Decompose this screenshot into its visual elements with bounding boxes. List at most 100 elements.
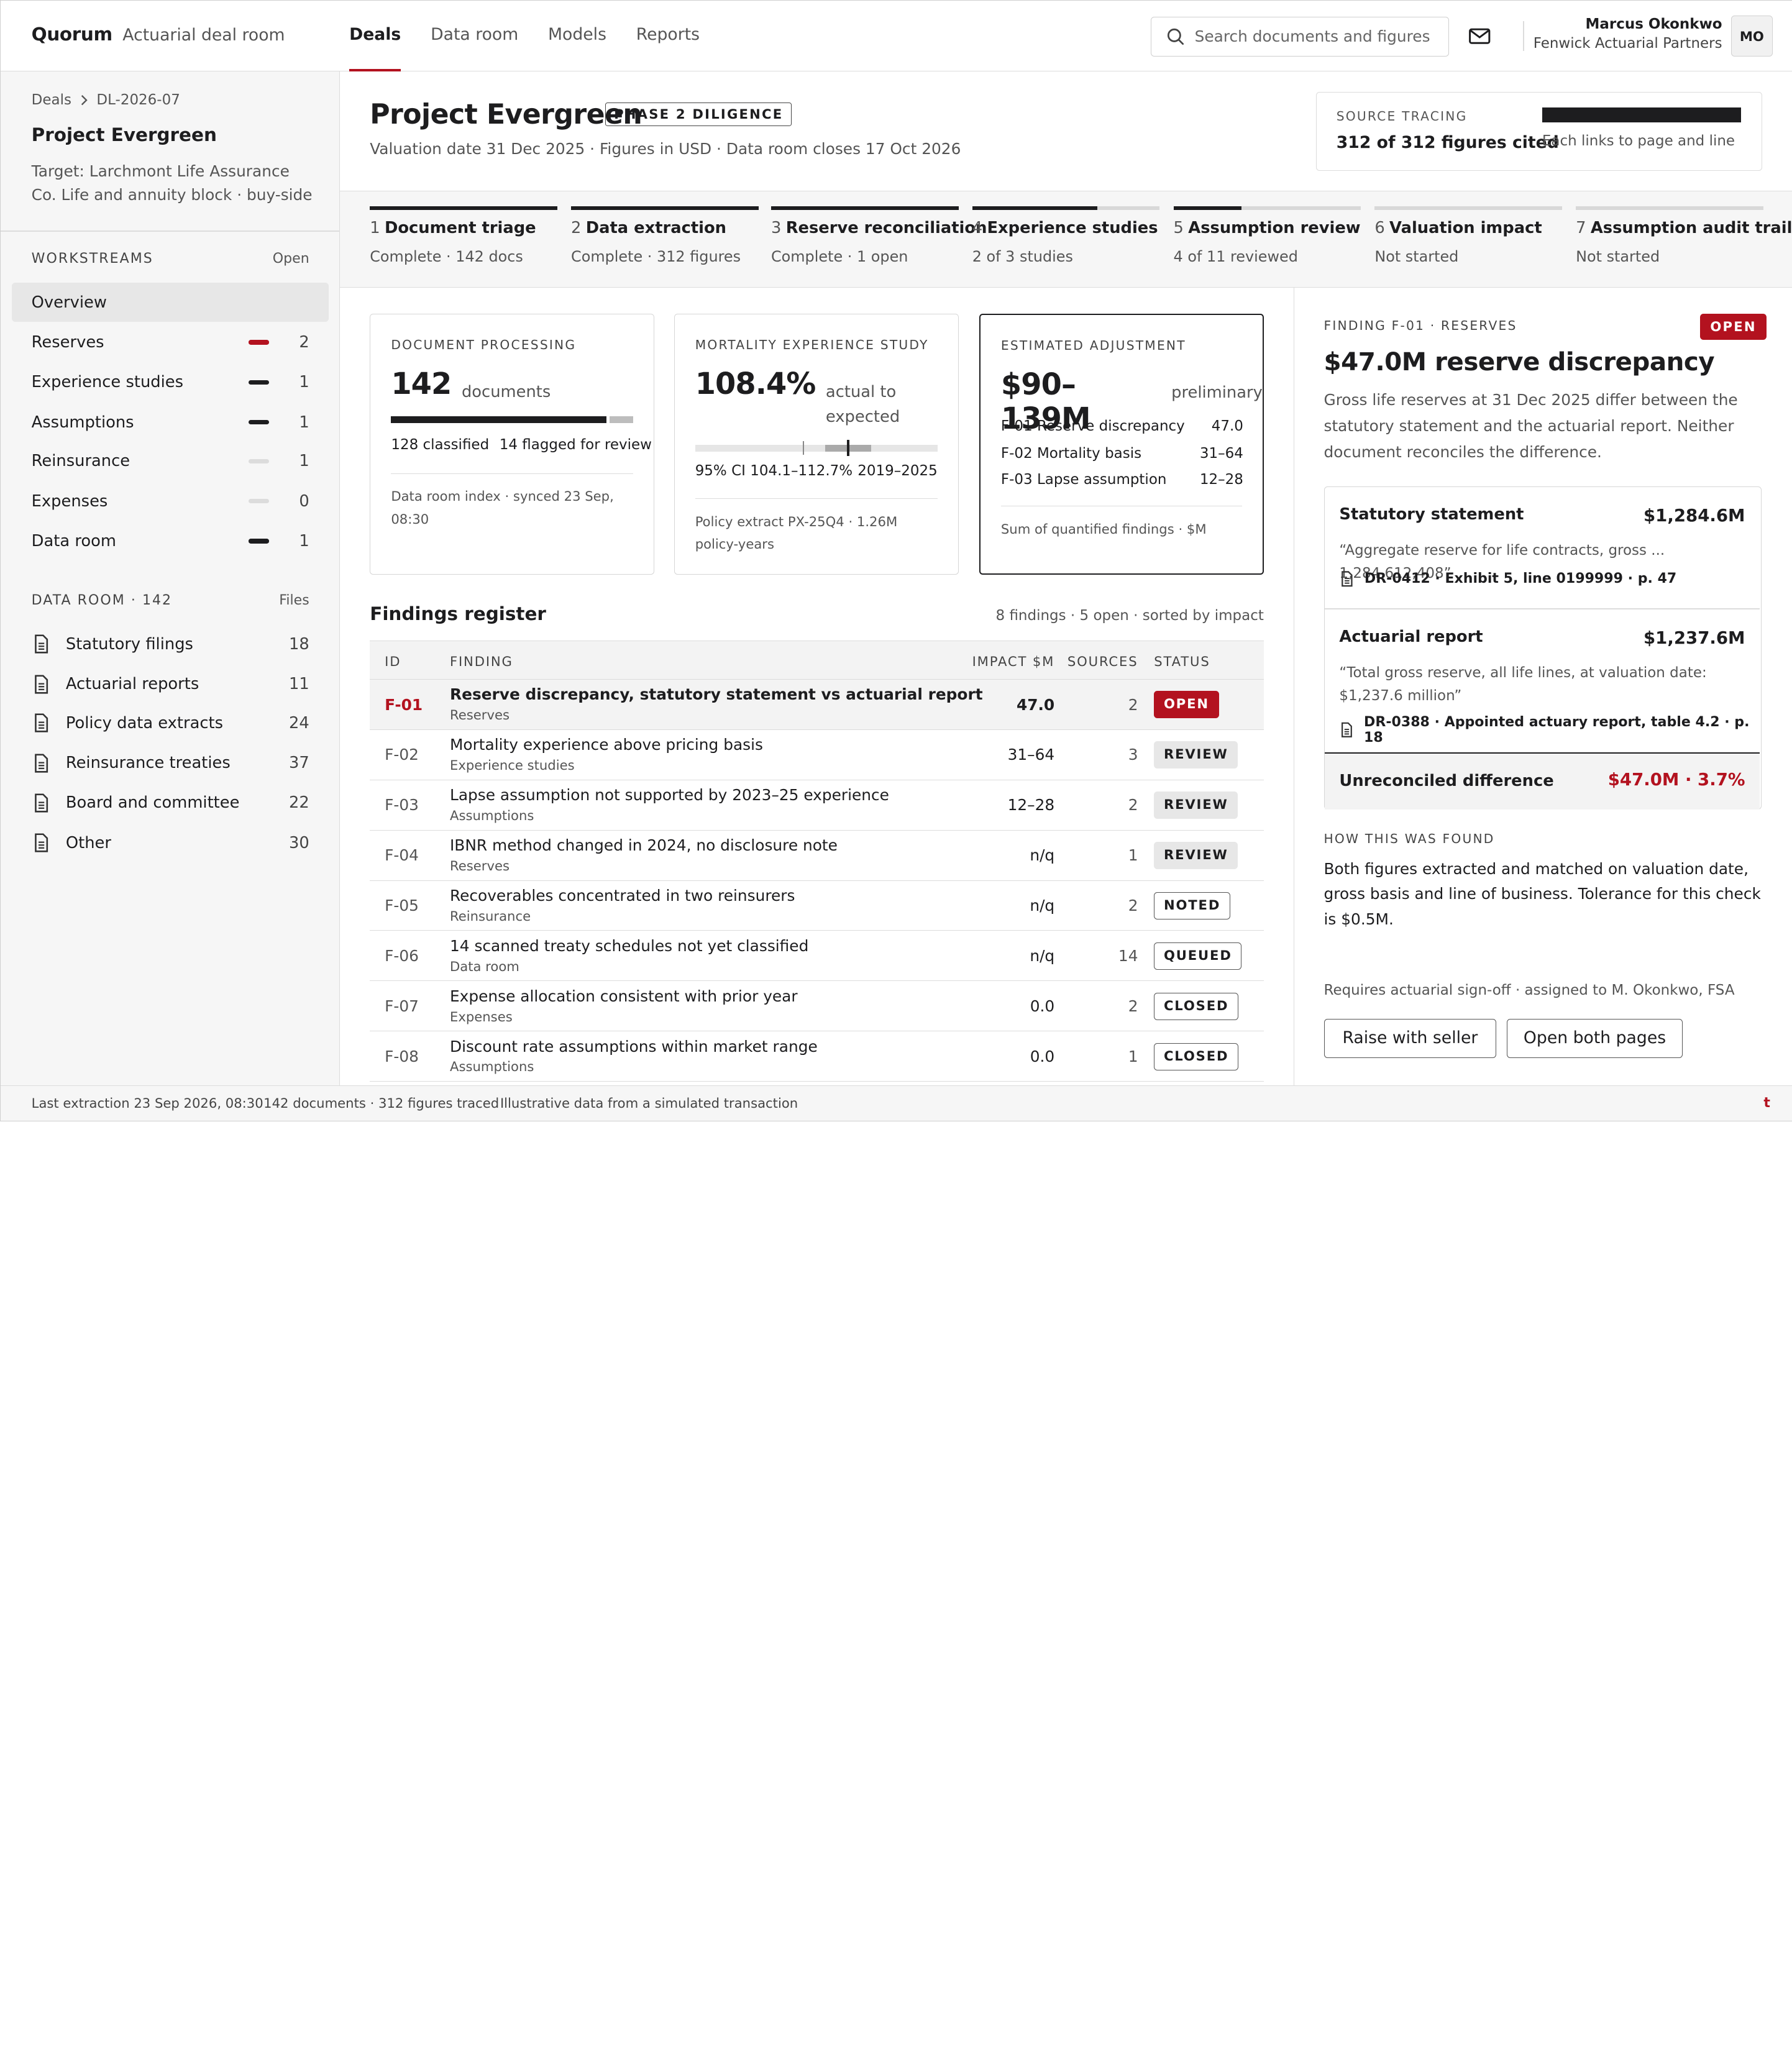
step-name: 7 Assumption audit trail <box>1576 219 1792 237</box>
nav-models[interactable]: Models <box>548 25 606 44</box>
source-reference-link[interactable]: DR-0412 · Exhibit 5, line 0199999 · p. 4… <box>1339 570 1676 588</box>
dataroom-header: DATA ROOM · 142 Files <box>32 593 309 608</box>
step-assumption-audit-trail[interactable]: 7 Assumption audit trail Not started <box>1576 206 1792 265</box>
nav-data-room[interactable]: Data room <box>431 25 519 44</box>
status-indicator <box>249 458 270 464</box>
raise-with-seller-button[interactable]: Raise with seller <box>1323 1019 1497 1058</box>
step-valuation-impact[interactable]: 6 Valuation impact Not started <box>1374 206 1563 265</box>
step-progress-track <box>370 206 557 210</box>
document-icon <box>34 675 48 694</box>
detail-label: FINDING F-01 · RESERVES <box>1323 318 1517 334</box>
sidebar-item-expenses[interactable]: Expenses 0 <box>12 481 329 521</box>
step-assumption-review[interactable]: 5 Assumption review 4 of 11 reviewed <box>1173 206 1361 265</box>
dataroom-item-policy-data-extracts[interactable]: Policy data extracts 24 <box>32 706 309 740</box>
workstreams-open-link[interactable]: Open <box>272 250 309 267</box>
table-row[interactable]: F-04 IBNR method changed in 2024, no dis… <box>370 831 1264 881</box>
search-box[interactable] <box>1150 16 1449 57</box>
step-number: 5 <box>1173 219 1184 238</box>
source-header: Statutory statement $1,284.6M <box>1339 505 1745 526</box>
source-tracing-label: SOURCE TRACING <box>1336 108 1468 124</box>
finding-title: Reserve discrepancy, statutory statement… <box>449 685 983 703</box>
status-badge: NOTED <box>1154 892 1230 920</box>
nav-reports[interactable]: Reports <box>636 25 700 44</box>
finding-impact: 12–28 <box>1007 796 1055 814</box>
sidebar-item-assumptions[interactable]: Assumptions 1 <box>12 403 329 442</box>
dataroom-item-statutory-filings[interactable]: Statutory filings 18 <box>32 627 309 661</box>
step-progress-track <box>1374 206 1563 210</box>
step-experience-studies[interactable]: 4 Experience studies 2 of 3 studies <box>972 206 1160 265</box>
status-indicator <box>249 499 270 504</box>
status-bar: Last extraction 23 Sep 2026, 08:30 142 d… <box>1 1085 1792 1121</box>
dataroom-files-link[interactable]: Files <box>279 592 309 608</box>
step-name: 6 Valuation impact <box>1374 219 1562 237</box>
column-header-sources[interactable]: SOURCES <box>1067 654 1138 670</box>
source-reference: DR-0412 · Exhibit 5, line 0199999 · p. 4… <box>1364 571 1677 587</box>
adjustment-value: 12–28 <box>1199 472 1243 488</box>
source-reference-link[interactable]: DR-0388 · Appointed actuary report, tabl… <box>1339 714 1760 746</box>
table-row[interactable]: F-08 Discount rate assumptions within ma… <box>370 1031 1264 1082</box>
card-metric: 142 documents <box>391 367 551 405</box>
open-both-pages-button[interactable]: Open both pages <box>1506 1019 1683 1058</box>
finding-area: Assumptions <box>449 807 534 823</box>
source-reference: DR-0388 · Appointed actuary report, tabl… <box>1364 714 1750 746</box>
table-row[interactable]: F-05 Recoverables concentrated in two re… <box>370 881 1264 931</box>
brand[interactable]: Quorum Actuarial deal room <box>32 24 285 45</box>
table-row[interactable]: F-02 Mortality experience above pricing … <box>370 730 1264 780</box>
step-data-extraction[interactable]: 2 Data extraction Complete · 312 figures <box>571 206 759 265</box>
finding-impact: n/q <box>1030 846 1055 865</box>
finding-id: F-01 <box>385 695 423 714</box>
dataroom-item-actuarial-reports[interactable]: Actuarial reports 11 <box>32 667 309 701</box>
dataroom-item-reinsurance-treaties[interactable]: Reinsurance treaties 37 <box>32 746 309 780</box>
findings-header: Findings register 8 findings · 5 open · … <box>370 603 1264 624</box>
step-reserve-reconciliation[interactable]: 3 Reserve reconciliation Complete · 1 ope… <box>770 206 987 265</box>
document-icon <box>34 793 48 813</box>
breadcrumb-deal-id[interactable]: DL-2026-07 <box>96 92 180 109</box>
sidebar-item-reserves[interactable]: Reserves 2 <box>12 323 329 362</box>
dataroom-item-count: 22 <box>288 793 309 813</box>
table-row[interactable]: F-03 Lapse assumption not supported by 2… <box>370 780 1264 831</box>
source-tracing-bar <box>1542 107 1741 122</box>
column-header-id[interactable]: ID <box>385 654 401 670</box>
finding-title: Expense allocation consistent with prior… <box>449 987 798 1005</box>
column-header-finding[interactable]: FINDING <box>449 654 513 670</box>
avatar[interactable]: MO <box>1731 15 1773 57</box>
main-nav: Deals Data room Models Reports <box>349 1 700 72</box>
step-document-triage[interactable]: 1 Document triage Complete · 142 docs <box>370 206 557 265</box>
step-label: Valuation impact <box>1389 219 1542 238</box>
table-row[interactable]: F-06 14 scanned treaty schedules not yet… <box>370 931 1264 982</box>
sidebar-item-overview[interactable]: Overview <box>12 283 329 322</box>
page-header: Project Evergreen PHASE 2 DILIGENCE Valu… <box>340 71 1792 192</box>
mortality-study-card[interactable]: MORTALITY EXPERIENCE STUDY 108.4% actual… <box>674 314 959 575</box>
column-header-status[interactable]: STATUS <box>1154 654 1210 670</box>
document-icon <box>34 713 48 732</box>
detail-description: Gross life reserves at 31 Dec 2025 diffe… <box>1323 390 1738 462</box>
unreconciled-difference: Unreconciled difference $47.0M · 3.7% <box>1324 752 1760 810</box>
table-header: ID FINDING IMPACT $M SOURCES STATUS <box>370 641 1264 680</box>
sidebar-item-label: Assumptions <box>31 413 134 432</box>
finding-area: Data room <box>449 958 519 974</box>
dataroom-item-board-and-committee[interactable]: Board and committee 22 <box>32 786 309 820</box>
user-info[interactable]: Marcus Okonkwo Fenwick Actuarial Partner… <box>1534 16 1722 55</box>
estimated-adjustment-card[interactable]: ESTIMATED ADJUSTMENT $90–139M preliminar… <box>979 314 1264 575</box>
nav-deals[interactable]: Deals <box>349 1 401 72</box>
table-row[interactable]: F-01 Reserve discrepancy, statutory stat… <box>370 679 1264 730</box>
dataroom-item-other[interactable]: Other 30 <box>32 826 309 860</box>
document-processing-card[interactable]: DOCUMENT PROCESSING 142 documents 128 cl… <box>370 314 655 575</box>
table-row[interactable]: F-07 Expense allocation consistent with … <box>370 981 1264 1032</box>
document-icon <box>34 753 48 773</box>
mail-icon[interactable] <box>1467 24 1492 48</box>
status-badge: CLOSED <box>1154 992 1239 1020</box>
flagged-label: 14 flagged for review <box>499 436 652 453</box>
step-label: Experience studies <box>987 219 1158 238</box>
sidebar-item-experience-studies[interactable]: Experience studies 1 <box>12 363 329 402</box>
source-tracing-card[interactable]: SOURCE TRACING 312 of 312 figures cited … <box>1316 92 1762 171</box>
adjustment-row: F-03 Lapse assumption 12–28 <box>1001 472 1243 488</box>
column-header-impact[interactable]: IMPACT $M <box>972 654 1055 670</box>
sidebar-item-data-room[interactable]: Data room 1 <box>12 522 329 561</box>
flagged-segment <box>610 416 634 423</box>
confidence-interval-chart <box>695 440 938 457</box>
sidebar-item-reinsurance[interactable]: Reinsurance 1 <box>12 442 329 481</box>
search-input[interactable] <box>1194 27 1435 46</box>
divider <box>1324 608 1760 609</box>
breadcrumb-deals[interactable]: Deals <box>31 92 71 109</box>
